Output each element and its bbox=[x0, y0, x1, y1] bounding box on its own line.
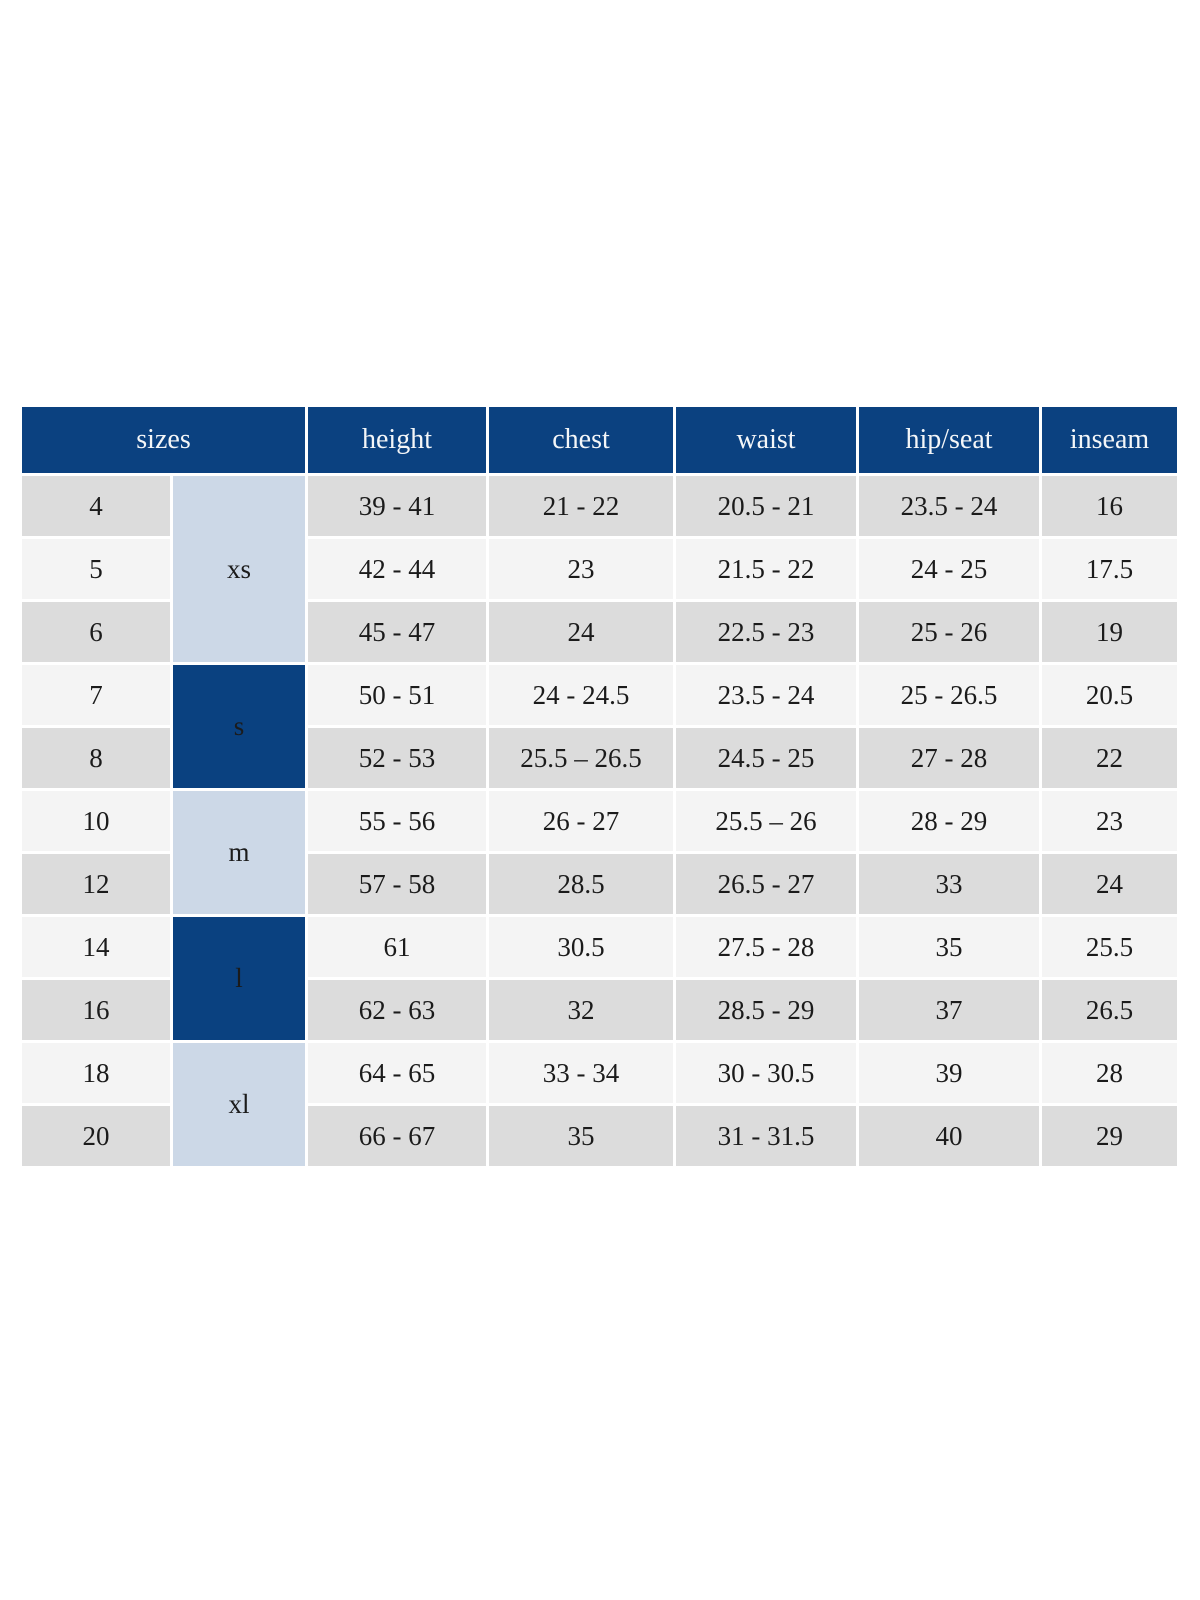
waist-cell: 24.5 - 25 bbox=[676, 728, 856, 788]
hip-seat-cell: 25 - 26 bbox=[859, 602, 1039, 662]
waist-cell: 21.5 - 22 bbox=[676, 539, 856, 599]
table-row-size-12: 12 57 - 58 28.5 26.5 - 27 33 24 bbox=[22, 854, 1177, 914]
inseam-cell: 20.5 bbox=[1042, 665, 1177, 725]
table-row-size-7: 7 s 50 - 51 24 - 24.5 23.5 - 24 25 - 26.… bbox=[22, 665, 1177, 788]
header-sizes: sizes bbox=[22, 407, 305, 473]
size-chart-table: sizes height chest waist hip/seat inseam… bbox=[19, 404, 1180, 1169]
chest-cell: 25.5 – 26.5 bbox=[489, 728, 673, 788]
header-waist: waist bbox=[676, 407, 856, 473]
chest-cell: 26 - 27 bbox=[489, 791, 673, 851]
waist-cell: 27.5 - 28 bbox=[676, 917, 856, 977]
height-cell: 39 - 41 bbox=[308, 476, 486, 536]
size-cell: 6 bbox=[22, 602, 170, 662]
inseam-cell: 26.5 bbox=[1042, 980, 1177, 1040]
chest-cell: 23 bbox=[489, 539, 673, 599]
inseam-cell: 16 bbox=[1042, 476, 1177, 536]
height-cell: 55 - 56 bbox=[308, 791, 486, 851]
size-cell: 12 bbox=[22, 854, 170, 914]
header-row: sizes height chest waist hip/seat inseam bbox=[22, 407, 1177, 473]
chest-cell: 35 bbox=[489, 1106, 673, 1166]
height-cell: 57 - 58 bbox=[308, 854, 486, 914]
hip-seat-cell: 37 bbox=[859, 980, 1039, 1040]
waist-cell: 23.5 - 24 bbox=[676, 665, 856, 725]
inseam-cell: 25.5 bbox=[1042, 917, 1177, 977]
chest-cell: 24 bbox=[489, 602, 673, 662]
size-cell: 5 bbox=[22, 539, 170, 599]
table-row-size-6: 6 45 - 47 24 22.5 - 23 25 - 26 19 bbox=[22, 602, 1177, 662]
chest-cell: 30.5 bbox=[489, 917, 673, 977]
table-row-size-8: 8 52 - 53 25.5 – 26.5 24.5 - 25 27 - 28 … bbox=[22, 728, 1177, 788]
table-row-size-18: 18 xl 64 - 65 33 - 34 30 - 30.5 39 28 bbox=[22, 1043, 1177, 1166]
height-cell: 52 - 53 bbox=[308, 728, 486, 788]
hip-seat-cell: 39 bbox=[859, 1043, 1039, 1103]
header-inseam: inseam bbox=[1042, 407, 1177, 473]
size-cell: 18 bbox=[22, 1043, 170, 1103]
header-chest: chest bbox=[489, 407, 673, 473]
inseam-cell: 17.5 bbox=[1042, 539, 1177, 599]
hip-seat-cell: 24 - 25 bbox=[859, 539, 1039, 599]
height-cell: 42 - 44 bbox=[308, 539, 486, 599]
waist-cell: 30 - 30.5 bbox=[676, 1043, 856, 1103]
group-cell-xl: xl bbox=[173, 1043, 305, 1166]
height-cell: 61 bbox=[308, 917, 486, 977]
waist-cell: 31 - 31.5 bbox=[676, 1106, 856, 1166]
waist-cell: 26.5 - 27 bbox=[676, 854, 856, 914]
size-cell: 16 bbox=[22, 980, 170, 1040]
height-cell: 50 - 51 bbox=[308, 665, 486, 725]
inseam-cell: 29 bbox=[1042, 1106, 1177, 1166]
inseam-cell: 24 bbox=[1042, 854, 1177, 914]
size-cell: 20 bbox=[22, 1106, 170, 1166]
waist-cell: 28.5 - 29 bbox=[676, 980, 856, 1040]
size-cell: 8 bbox=[22, 728, 170, 788]
hip-seat-cell: 35 bbox=[859, 917, 1039, 977]
group-cell-xs: xs bbox=[173, 476, 305, 662]
size-cell: 4 bbox=[22, 476, 170, 536]
chest-cell: 21 - 22 bbox=[489, 476, 673, 536]
group-cell-m: m bbox=[173, 791, 305, 914]
height-cell: 62 - 63 bbox=[308, 980, 486, 1040]
hip-seat-cell: 27 - 28 bbox=[859, 728, 1039, 788]
table-row-size-10: 10 m 55 - 56 26 - 27 25.5 – 26 28 - 29 2… bbox=[22, 791, 1177, 914]
height-cell: 45 - 47 bbox=[308, 602, 486, 662]
table-row-size-16: 16 62 - 63 32 28.5 - 29 37 26.5 bbox=[22, 980, 1177, 1040]
waist-cell: 22.5 - 23 bbox=[676, 602, 856, 662]
group-cell-s: s bbox=[173, 665, 305, 788]
chest-cell: 33 - 34 bbox=[489, 1043, 673, 1103]
inseam-cell: 23 bbox=[1042, 791, 1177, 851]
inseam-cell: 22 bbox=[1042, 728, 1177, 788]
height-cell: 66 - 67 bbox=[308, 1106, 486, 1166]
hip-seat-cell: 40 bbox=[859, 1106, 1039, 1166]
header-height: height bbox=[308, 407, 486, 473]
waist-cell: 20.5 - 21 bbox=[676, 476, 856, 536]
hip-seat-cell: 28 - 29 bbox=[859, 791, 1039, 851]
header-hip-seat: hip/seat bbox=[859, 407, 1039, 473]
table-row-size-20: 20 66 - 67 35 31 - 31.5 40 29 bbox=[22, 1106, 1177, 1166]
group-cell-l: l bbox=[173, 917, 305, 1040]
chest-cell: 24 - 24.5 bbox=[489, 665, 673, 725]
chest-cell: 32 bbox=[489, 980, 673, 1040]
table-row-size-4: 4 xs 39 - 41 21 - 22 20.5 - 21 23.5 - 24… bbox=[22, 476, 1177, 662]
hip-seat-cell: 25 - 26.5 bbox=[859, 665, 1039, 725]
table-row-size-14: 14 l 61 30.5 27.5 - 28 35 25.5 bbox=[22, 917, 1177, 1040]
hip-seat-cell: 33 bbox=[859, 854, 1039, 914]
inseam-cell: 28 bbox=[1042, 1043, 1177, 1103]
chest-cell: 28.5 bbox=[489, 854, 673, 914]
table-row-size-5: 5 42 - 44 23 21.5 - 22 24 - 25 17.5 bbox=[22, 539, 1177, 599]
waist-cell: 25.5 – 26 bbox=[676, 791, 856, 851]
hip-seat-cell: 23.5 - 24 bbox=[859, 476, 1039, 536]
height-cell: 64 - 65 bbox=[308, 1043, 486, 1103]
size-cell: 7 bbox=[22, 665, 170, 725]
size-cell: 14 bbox=[22, 917, 170, 977]
size-cell: 10 bbox=[22, 791, 170, 851]
inseam-cell: 19 bbox=[1042, 602, 1177, 662]
